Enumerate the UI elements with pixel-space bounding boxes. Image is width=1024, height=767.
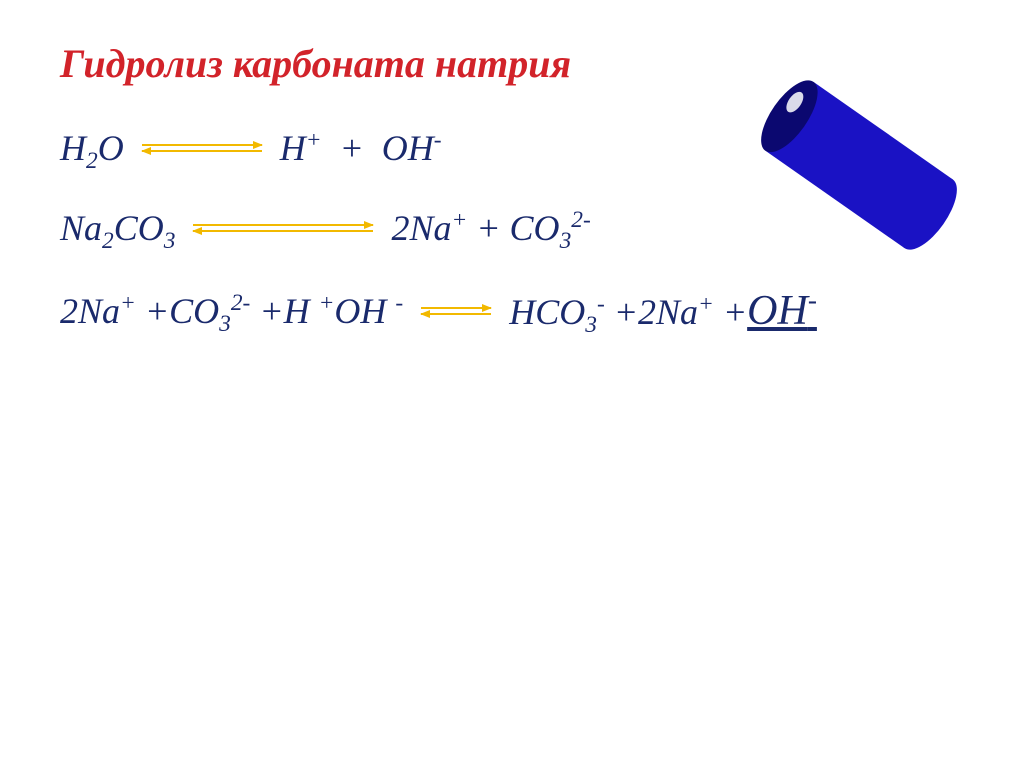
hydroxide-emphasis: OH- (747, 288, 817, 334)
slide-root: Гидролиз карбоната натрия H2O H+ + OH- N… (0, 0, 1024, 767)
l1-right: H+ + OH- (280, 127, 442, 169)
cylinder-icon (749, 55, 969, 275)
l1-left: H2O (60, 127, 124, 169)
l2-right: 2Na+ + CO32- (391, 207, 590, 249)
l3-left: 2Na+ +CO32- +H +OH - (60, 290, 403, 332)
equation-line-3: 2Na+ +CO32- +H +OH - HCO3- +2Na+ +OH- (60, 287, 964, 335)
equilibrium-arrow-3 (421, 307, 491, 315)
equilibrium-arrow-2 (193, 224, 373, 232)
l3-right: HCO3- +2Na+ +OH- (509, 287, 817, 335)
equilibrium-arrow-1 (142, 144, 262, 152)
l2-left: Na2CO3 (60, 207, 175, 249)
